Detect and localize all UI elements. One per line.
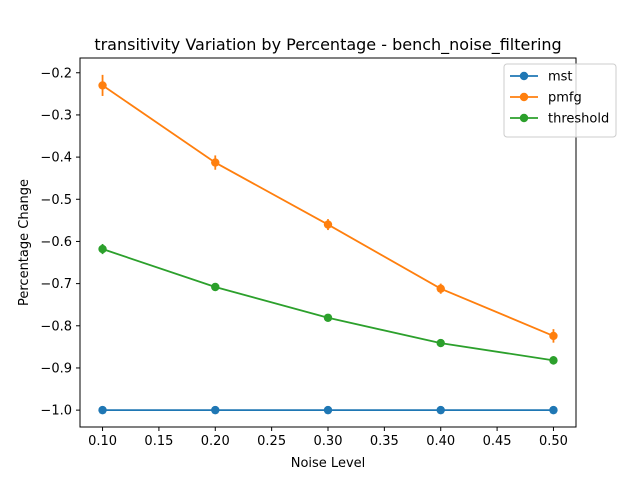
series-pmfg bbox=[98, 74, 558, 343]
data-point bbox=[323, 405, 333, 415]
series-line bbox=[102, 248, 554, 362]
x-tick-label: 0.10 bbox=[88, 434, 117, 449]
x-tick-label: 0.15 bbox=[144, 434, 173, 449]
legend-marker bbox=[519, 71, 529, 81]
legend-item: pmfg bbox=[510, 91, 582, 106]
legend-label: threshold bbox=[548, 112, 609, 127]
data-point bbox=[211, 282, 220, 292]
data-point bbox=[211, 158, 220, 167]
legend-marker bbox=[519, 113, 529, 123]
series-threshold bbox=[98, 243, 558, 365]
data-point bbox=[549, 405, 558, 415]
data-point bbox=[98, 244, 107, 254]
chart-title: transitivity Variation by Percentage - b… bbox=[94, 35, 561, 55]
y-tick-label: −0.3 bbox=[40, 108, 72, 123]
x-tick-label: 0.25 bbox=[257, 434, 286, 449]
y-tick-label: −0.5 bbox=[40, 193, 72, 208]
legend-marker bbox=[519, 92, 529, 102]
y-tick-label: −0.2 bbox=[40, 66, 72, 81]
plot-frame bbox=[79, 57, 577, 428]
legend-label: pmfg bbox=[548, 91, 582, 106]
data-point bbox=[549, 356, 558, 365]
data-point bbox=[323, 313, 333, 322]
legend-label: mst bbox=[548, 70, 573, 85]
x-tick-label: 0.35 bbox=[370, 434, 399, 449]
data-point bbox=[436, 405, 445, 415]
y-tick-label: −0.9 bbox=[40, 361, 72, 376]
data-point bbox=[323, 220, 333, 229]
data-point bbox=[98, 81, 107, 90]
data-point bbox=[436, 284, 445, 293]
series-line bbox=[102, 84, 554, 337]
data-point bbox=[98, 405, 107, 415]
data-point bbox=[211, 405, 220, 415]
series-mst bbox=[98, 405, 558, 415]
legend-item: mst bbox=[510, 70, 573, 85]
legend: mst pmfg threshold bbox=[503, 63, 617, 138]
data-point bbox=[436, 338, 445, 348]
x-axis-label: Noise Level bbox=[291, 456, 366, 471]
x-tick-label: 0.45 bbox=[483, 434, 512, 449]
x-tick-label: 0.50 bbox=[539, 434, 568, 449]
y-axis-label: Percentage Change bbox=[17, 179, 32, 306]
y-tick-label: −0.7 bbox=[40, 277, 72, 292]
y-axis-ticks: −0.2 −0.3 −0.4 −0.5 −0.6 −0.7 −0.8 −0.9 −1.0 bbox=[40, 66, 80, 419]
legend-item: threshold bbox=[510, 112, 609, 127]
x-axis-ticks: 0.10 0.15 0.20 0.25 0.30 0.35 0.40 0.45 0.50 bbox=[88, 427, 568, 449]
data-point bbox=[549, 331, 558, 341]
y-tick-label: −1.0 bbox=[40, 404, 72, 419]
x-tick-label: 0.40 bbox=[426, 434, 455, 449]
y-tick-label: −0.6 bbox=[40, 235, 72, 250]
y-tick-label: −0.8 bbox=[40, 319, 72, 334]
y-tick-label: −0.4 bbox=[40, 151, 72, 166]
plot-area bbox=[98, 74, 558, 415]
x-tick-label: 0.20 bbox=[201, 434, 230, 449]
x-tick-label: 0.30 bbox=[314, 434, 343, 449]
